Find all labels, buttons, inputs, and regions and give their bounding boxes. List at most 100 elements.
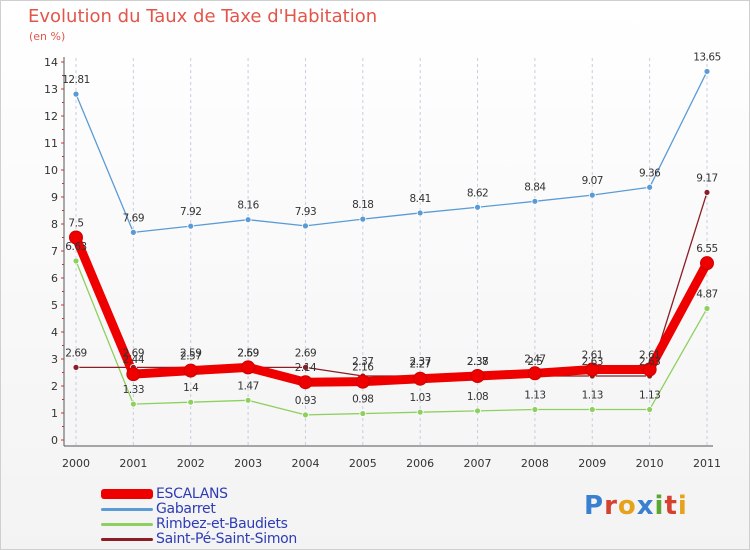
y-tick-label: 0: [51, 434, 58, 447]
data-label: 7.5: [68, 218, 83, 230]
x-tick-label: 2011: [693, 457, 721, 470]
data-label: 1.4: [183, 382, 199, 394]
data-point: [72, 363, 80, 371]
data-label: 4.87: [696, 289, 717, 301]
legend-label: Gabarret: [156, 501, 216, 517]
data-label: 6.63: [65, 241, 86, 253]
data-label: 9.07: [582, 175, 603, 187]
x-tick-label: 2002: [177, 457, 205, 470]
data-point: [72, 90, 80, 98]
legend-item-saint-pe-saint-simon[interactable]: Saint-Pé-Saint-Simon: [101, 531, 297, 547]
data-point: [187, 398, 195, 406]
legend-swatch: [101, 489, 153, 499]
data-point: [531, 406, 539, 413]
data-label: 2.61: [639, 350, 660, 362]
data-label: 2.37: [467, 356, 488, 368]
data-label: 12.81: [62, 74, 90, 86]
y-tick-label: 2: [51, 380, 58, 393]
data-point: [646, 183, 654, 191]
data-label: 1.13: [639, 389, 660, 401]
data-label: 6.55: [696, 243, 717, 255]
data-point: [416, 408, 424, 416]
legend-swatch: [101, 522, 153, 526]
data-label: 2.69: [295, 347, 316, 359]
data-label: 2.59: [237, 347, 258, 359]
data-point: [183, 363, 198, 378]
data-label: 1.13: [524, 389, 545, 401]
x-tick-label: 2000: [62, 457, 90, 470]
data-point: [187, 222, 195, 230]
data-label: 0.93: [295, 395, 316, 407]
data-label: 9.17: [696, 172, 717, 184]
legend-label: ESCALANS: [156, 486, 228, 502]
x-tick-label: 2010: [636, 457, 664, 470]
y-tick-label: 8: [51, 218, 58, 231]
y-tick-label: 9: [51, 191, 58, 204]
y-tick-label: 7: [51, 245, 58, 258]
series-lines: [71, 70, 712, 416]
y-tick-label: 6: [51, 272, 58, 285]
series-line: [75, 70, 708, 234]
data-point: [474, 407, 481, 415]
y-tick-label: 4: [51, 326, 58, 339]
data-label: 9.36: [639, 167, 661, 179]
data-label: 2.44: [123, 354, 145, 366]
data-label: 2.63: [639, 356, 660, 368]
data-point: [302, 363, 309, 371]
data-label: 2.61: [582, 350, 603, 362]
legend-item-gabarret[interactable]: Gabarret: [101, 501, 216, 517]
data-label: 1.08: [467, 391, 488, 403]
data-label: 0.98: [352, 394, 373, 406]
legend-swatch: [101, 537, 153, 541]
data-point: [588, 406, 596, 413]
series-points: [69, 68, 714, 419]
data-point: [126, 367, 141, 382]
data-label: 1.33: [123, 384, 144, 396]
data-point: [129, 400, 137, 408]
data-label: 2.27: [409, 359, 430, 371]
chart-subtitle: (en %): [29, 30, 66, 43]
data-label: 2.63: [582, 356, 603, 368]
x-tick-label: 2008: [521, 457, 549, 470]
legend-label: Rimbez-et-Baudiets: [156, 516, 288, 532]
legend-label: Saint-Pé-Saint-Simon: [156, 531, 298, 547]
data-label: 7.93: [295, 206, 316, 218]
data-point: [241, 360, 256, 375]
data-point: [527, 366, 542, 381]
data-label: 1.47: [237, 380, 258, 392]
y-tick-label: 5: [51, 299, 58, 312]
data-point: [302, 411, 309, 419]
data-label: 7.69: [123, 212, 144, 224]
data-label: 8.16: [237, 200, 259, 212]
series-line: [75, 260, 708, 416]
y-tick-label: 14: [44, 56, 58, 69]
data-point: [416, 209, 424, 217]
data-point: [359, 410, 367, 417]
x-tick-label: 2001: [119, 457, 147, 470]
legend-item-rimbez-et-baudiets[interactable]: Rimbez-et-Baudiets: [101, 516, 288, 532]
x-tick-label: 2005: [349, 457, 377, 470]
series-line: [75, 191, 708, 377]
data-point: [474, 203, 481, 211]
data-point: [470, 369, 485, 384]
data-point: [585, 362, 600, 377]
data-point: [302, 222, 309, 230]
x-tick-label: 2004: [291, 457, 319, 470]
data-point: [642, 362, 657, 377]
data-point: [355, 374, 370, 389]
data-point: [703, 305, 711, 312]
data-label: 8.18: [352, 199, 373, 211]
legend-item-escalans[interactable]: ESCALANS: [101, 486, 228, 502]
data-point: [646, 406, 654, 413]
data-label: 2.5: [527, 356, 542, 368]
proxiti-logo: Proxiti: [584, 491, 688, 521]
data-label: 2.38: [467, 356, 488, 368]
data-label: 2.59: [180, 347, 201, 359]
x-tick-label: 2007: [464, 457, 492, 470]
series-line: [71, 233, 712, 387]
data-point: [531, 197, 539, 205]
data-label: 2.57: [180, 351, 201, 363]
data-label: 8.84: [524, 181, 546, 193]
